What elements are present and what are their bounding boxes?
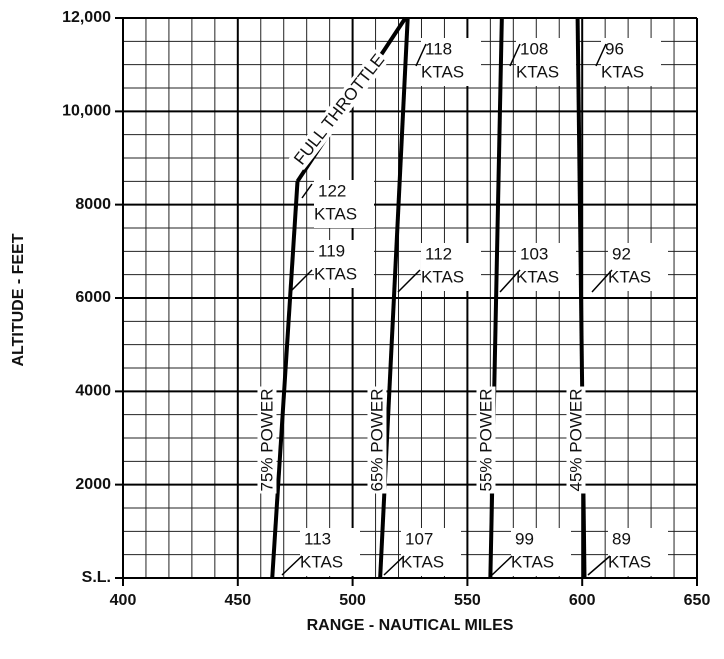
line-label-background <box>288 48 390 171</box>
line-label: 75% POWER <box>257 389 276 492</box>
y-tick-label: 2000 <box>75 476 111 493</box>
annotation-unit: KTAS <box>511 552 554 571</box>
performance-line <box>270 181 300 579</box>
label-background <box>314 240 374 288</box>
x-tick-label: 650 <box>684 592 711 609</box>
label-background <box>314 180 374 228</box>
x-tick-label: 450 <box>224 592 251 609</box>
annotation-speed: 113 <box>304 529 331 548</box>
label-leader <box>509 43 521 67</box>
x-axis-title: RANGE - NAUTICAL MILES <box>307 617 514 634</box>
y-axis-title: ALTITUDE - FEET <box>10 233 27 366</box>
annotation-speed: 89 <box>612 529 631 548</box>
label-background <box>421 38 481 86</box>
annotation-unit: KTAS <box>421 62 464 81</box>
line-label: 55% POWER <box>476 389 495 492</box>
annotation-speed: 103 <box>520 244 548 263</box>
y-tick-label: 10,000 <box>62 103 111 120</box>
annotation-speed: 99 <box>515 529 534 548</box>
annotation-speed: 107 <box>405 529 433 548</box>
label-leader <box>383 555 405 576</box>
annotation-speed: 119 <box>318 241 345 260</box>
annotation-speed: 112 <box>425 244 452 263</box>
label-background <box>300 528 360 576</box>
label-leader <box>595 43 607 67</box>
annotation-unit: KTAS <box>421 267 464 286</box>
label-leader <box>289 269 313 293</box>
label-leader <box>301 183 313 199</box>
label-background <box>601 38 661 86</box>
annotation-speed: 122 <box>318 181 346 200</box>
x-tick-label: 600 <box>569 592 596 609</box>
label-background <box>516 38 576 86</box>
line-label: 45% POWER <box>566 389 585 492</box>
annotation-speed: 96 <box>605 39 624 58</box>
label-background <box>516 243 576 291</box>
y-tick-label: 6000 <box>75 289 111 306</box>
annotation-unit: KTAS <box>314 204 357 223</box>
annotation-unit: KTAS <box>608 552 651 571</box>
annotation-unit: KTAS <box>608 267 651 286</box>
label-leader <box>397 269 421 293</box>
line-label-background <box>476 386 496 494</box>
annotation-speed: 118 <box>425 39 452 58</box>
x-tick-label: 400 <box>110 592 137 609</box>
label-background <box>608 243 668 291</box>
y-tick-label: S.L. <box>82 569 111 586</box>
line-label-background <box>566 386 586 494</box>
annotation-speed: 108 <box>520 39 548 58</box>
label-background <box>608 528 668 576</box>
label-background <box>511 528 571 576</box>
x-tick-label: 550 <box>454 592 481 609</box>
label-leader <box>281 555 303 576</box>
annotation-unit: KTAS <box>516 62 559 81</box>
line-label-background <box>367 386 387 494</box>
y-tick-label: 8000 <box>75 196 111 213</box>
line-label: 65% POWER <box>367 389 386 492</box>
annotation-unit: KTAS <box>516 267 559 286</box>
annotation-speed: 92 <box>612 244 631 263</box>
label-background <box>421 243 481 291</box>
annotation-unit: KTAS <box>314 264 357 283</box>
label-leader <box>587 555 611 576</box>
label-leader <box>591 269 613 293</box>
label-leader <box>415 43 427 67</box>
annotation-unit: KTAS <box>401 552 444 571</box>
label-leader <box>499 269 521 293</box>
line-label-background <box>257 386 277 494</box>
label-leader <box>491 555 513 576</box>
x-tick-label: 500 <box>339 592 366 609</box>
y-tick-label: 12,000 <box>62 9 111 26</box>
line-label: FULL THROTTLE <box>290 50 388 168</box>
label-background <box>401 528 461 576</box>
y-tick-label: 4000 <box>75 383 111 400</box>
annotation-unit: KTAS <box>300 552 343 571</box>
annotation-unit: KTAS <box>601 62 644 81</box>
